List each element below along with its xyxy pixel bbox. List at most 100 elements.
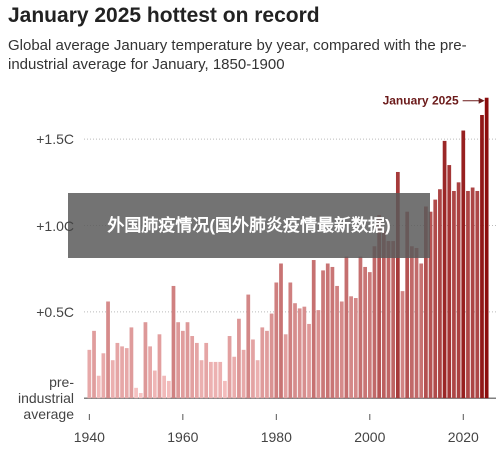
y-tick-label: +0.5C bbox=[36, 303, 74, 320]
bar bbox=[129, 327, 134, 399]
annotation-arrow bbox=[478, 97, 485, 104]
y-tick-label: pre-industrial average bbox=[17, 374, 74, 423]
x-tick-label: 1980 bbox=[261, 429, 292, 445]
bar bbox=[237, 318, 241, 399]
bar bbox=[269, 313, 274, 399]
x-tick-label: 2000 bbox=[354, 429, 385, 445]
bar bbox=[279, 263, 283, 399]
bar bbox=[386, 241, 391, 399]
bar bbox=[134, 387, 138, 399]
bar bbox=[124, 348, 129, 399]
bar bbox=[148, 346, 152, 399]
bar bbox=[87, 349, 92, 399]
bar bbox=[120, 346, 124, 399]
bar bbox=[96, 375, 101, 399]
bar bbox=[466, 190, 470, 399]
bar bbox=[395, 171, 400, 399]
bar bbox=[180, 330, 185, 399]
overlay-banner: 外国肺疫情况(国外肺炎疫情最新数据) bbox=[68, 193, 430, 258]
bar bbox=[143, 322, 148, 399]
bar bbox=[213, 361, 218, 399]
bar bbox=[265, 330, 269, 399]
bar bbox=[442, 140, 447, 399]
bar bbox=[232, 356, 237, 399]
bar bbox=[255, 360, 260, 399]
bar bbox=[162, 375, 167, 399]
bar bbox=[297, 308, 302, 399]
bar bbox=[223, 380, 227, 399]
bar bbox=[209, 361, 213, 399]
bar bbox=[190, 336, 195, 399]
bar bbox=[405, 211, 410, 399]
bar bbox=[461, 130, 466, 399]
bar bbox=[344, 256, 349, 399]
bar bbox=[367, 272, 372, 399]
bar bbox=[110, 360, 115, 399]
bar bbox=[349, 296, 353, 399]
bar bbox=[316, 310, 321, 399]
x-tick-label: 1940 bbox=[74, 429, 105, 445]
bar bbox=[484, 97, 489, 399]
bar bbox=[414, 247, 419, 399]
bar bbox=[424, 206, 428, 399]
bar bbox=[311, 260, 316, 399]
bar bbox=[115, 342, 120, 399]
bar bbox=[302, 306, 307, 399]
chart-title: January 2025 hottest on record bbox=[8, 4, 320, 27]
bar bbox=[251, 339, 255, 399]
bar bbox=[166, 380, 171, 399]
y-tick-label: +1.5C bbox=[36, 131, 74, 148]
annotation: January 2025 bbox=[383, 94, 459, 108]
bar bbox=[372, 246, 377, 399]
bar bbox=[241, 349, 246, 399]
bar bbox=[363, 266, 367, 399]
bar bbox=[194, 342, 199, 399]
bar bbox=[288, 282, 293, 399]
bar bbox=[321, 270, 325, 399]
bar bbox=[204, 342, 209, 399]
bar bbox=[428, 211, 433, 399]
bar bbox=[438, 189, 442, 399]
bar bbox=[293, 303, 297, 399]
bar bbox=[400, 291, 405, 399]
bar bbox=[452, 190, 456, 399]
bar bbox=[260, 327, 265, 399]
bar bbox=[199, 360, 204, 399]
bar bbox=[447, 165, 452, 399]
bar bbox=[138, 393, 143, 399]
bar bbox=[246, 294, 251, 399]
bar bbox=[218, 361, 223, 399]
bar bbox=[171, 285, 176, 399]
bar bbox=[480, 114, 484, 399]
bar bbox=[106, 301, 110, 399]
bar bbox=[335, 285, 339, 399]
bar bbox=[470, 187, 475, 399]
bar bbox=[377, 215, 382, 399]
bar bbox=[353, 298, 358, 399]
bar bbox=[475, 190, 480, 399]
y-tick-label: +1.0C bbox=[36, 217, 74, 234]
bar bbox=[227, 336, 232, 399]
x-tick-label: 2020 bbox=[448, 429, 479, 445]
bar bbox=[283, 334, 288, 399]
bar bbox=[325, 263, 330, 399]
bar bbox=[185, 322, 190, 399]
bar bbox=[330, 266, 335, 399]
bar bbox=[339, 301, 344, 399]
bar bbox=[419, 263, 424, 399]
bar bbox=[101, 353, 106, 399]
bar bbox=[358, 256, 363, 399]
bar bbox=[391, 241, 396, 399]
chart-subtitle: Global average January temperature by ye… bbox=[8, 37, 467, 73]
bar bbox=[307, 323, 311, 399]
x-tick-label: 1960 bbox=[167, 429, 198, 445]
bar bbox=[92, 330, 96, 399]
bar bbox=[274, 282, 279, 399]
bar bbox=[456, 182, 461, 399]
bar bbox=[381, 230, 386, 399]
bar bbox=[152, 370, 157, 399]
bar bbox=[409, 246, 414, 399]
bar bbox=[433, 199, 438, 399]
